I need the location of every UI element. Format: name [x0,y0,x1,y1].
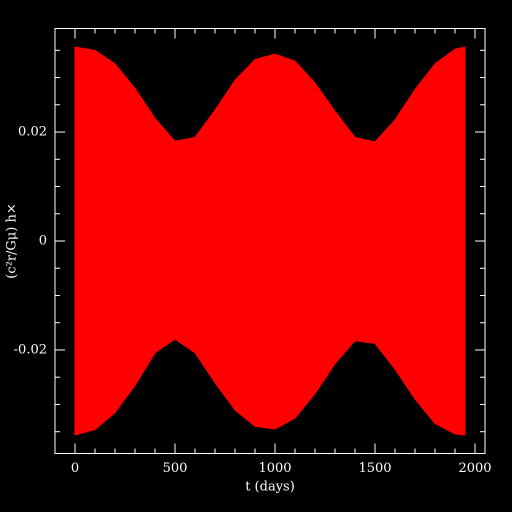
x-tick-label: 1000 [258,461,291,476]
x-tick-label: 0 [71,461,79,476]
y-tick-label: -0.02 [14,342,47,357]
x-tick-label: 500 [163,461,188,476]
x-tick-label: 2000 [458,461,491,476]
y-tick-label: 0 [39,234,47,249]
x-axis-label: t (days) [245,480,295,495]
x-tick-label: 1500 [358,461,391,476]
signal-band [74,46,466,436]
y-axis-label: (c²r/Gμ) h× [5,203,20,278]
y-tick-label: 0.02 [18,125,47,140]
